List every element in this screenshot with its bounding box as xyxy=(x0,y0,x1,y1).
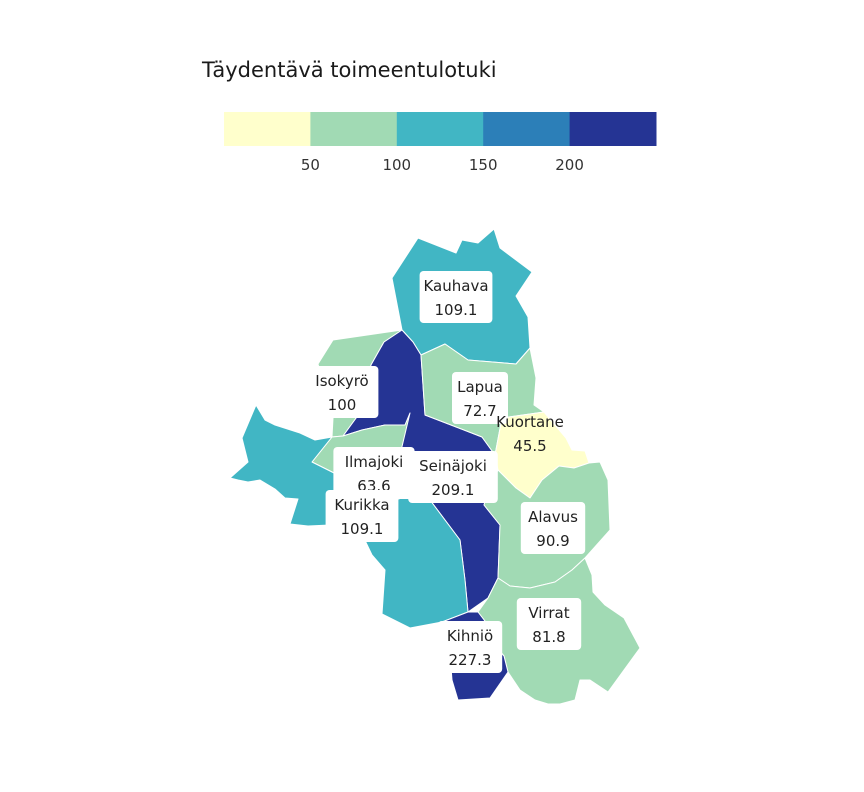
label-box xyxy=(520,502,586,554)
legend: Täydentävä toimeentulotuki 50 100 150 200 xyxy=(201,58,657,174)
label-box xyxy=(452,372,508,424)
region-name: Virrat xyxy=(528,604,569,622)
legend-title: Täydentävä toimeentulotuki xyxy=(201,58,497,82)
region-name: Kuortane xyxy=(496,413,564,431)
region-value: 72.7 xyxy=(463,402,496,420)
region-value: 109.1 xyxy=(341,520,384,538)
legend-tick-label: 50 xyxy=(301,156,320,174)
region-value: 109.1 xyxy=(435,301,478,319)
region-value: 209.1 xyxy=(432,481,475,499)
legend-color-bar xyxy=(224,112,657,146)
region-value: 81.8 xyxy=(532,628,565,646)
region-name: Seinäjoki xyxy=(419,457,487,475)
label-box xyxy=(333,447,415,499)
label-kuortane: Kuortane 45.5 xyxy=(496,413,564,455)
label-box xyxy=(516,598,582,650)
label-alavus: Alavus 90.9 xyxy=(520,502,586,554)
label-isokyrö: Isokyrö 100 xyxy=(305,366,379,418)
legend-tick-label: 150 xyxy=(469,156,498,174)
legend-tick-label: 100 xyxy=(382,156,411,174)
label-box xyxy=(437,621,503,673)
region-name: Kurikka xyxy=(334,496,389,514)
region-name: Alavus xyxy=(528,508,578,526)
label-kauhava: Kauhava 109.1 xyxy=(419,271,493,323)
legend-tick-label: 200 xyxy=(555,156,584,174)
region-value: 45.5 xyxy=(513,437,546,455)
label-box xyxy=(305,366,379,418)
legend-bin-1 xyxy=(310,112,398,146)
legend-bin-0 xyxy=(224,112,311,146)
label-kurikka: Kurikka 109.1 xyxy=(325,490,399,542)
label-box xyxy=(325,490,399,542)
label-box xyxy=(419,271,493,323)
label-seinäjoki: Seinäjoki 209.1 xyxy=(408,451,498,503)
label-kihniö: Kihniö 227.3 xyxy=(437,621,503,673)
legend-bin-2 xyxy=(396,112,484,146)
label-box xyxy=(408,451,498,503)
legend-bin-3 xyxy=(483,112,571,146)
legend-bin-4 xyxy=(569,112,657,146)
region-value: 227.3 xyxy=(449,651,492,669)
label-virrat: Virrat 81.8 xyxy=(516,598,582,650)
legend-ticks: 50 100 150 200 xyxy=(301,156,584,174)
region-name: Kihniö xyxy=(447,627,493,645)
region-name: Kauhava xyxy=(423,277,488,295)
region-name: Isokyrö xyxy=(315,372,368,390)
region-name: Lapua xyxy=(457,378,503,396)
region-value: 100 xyxy=(328,396,357,414)
region-name: Ilmajoki xyxy=(345,453,404,471)
region-value: 90.9 xyxy=(536,532,569,550)
label-lapua: Lapua 72.7 xyxy=(452,372,508,424)
